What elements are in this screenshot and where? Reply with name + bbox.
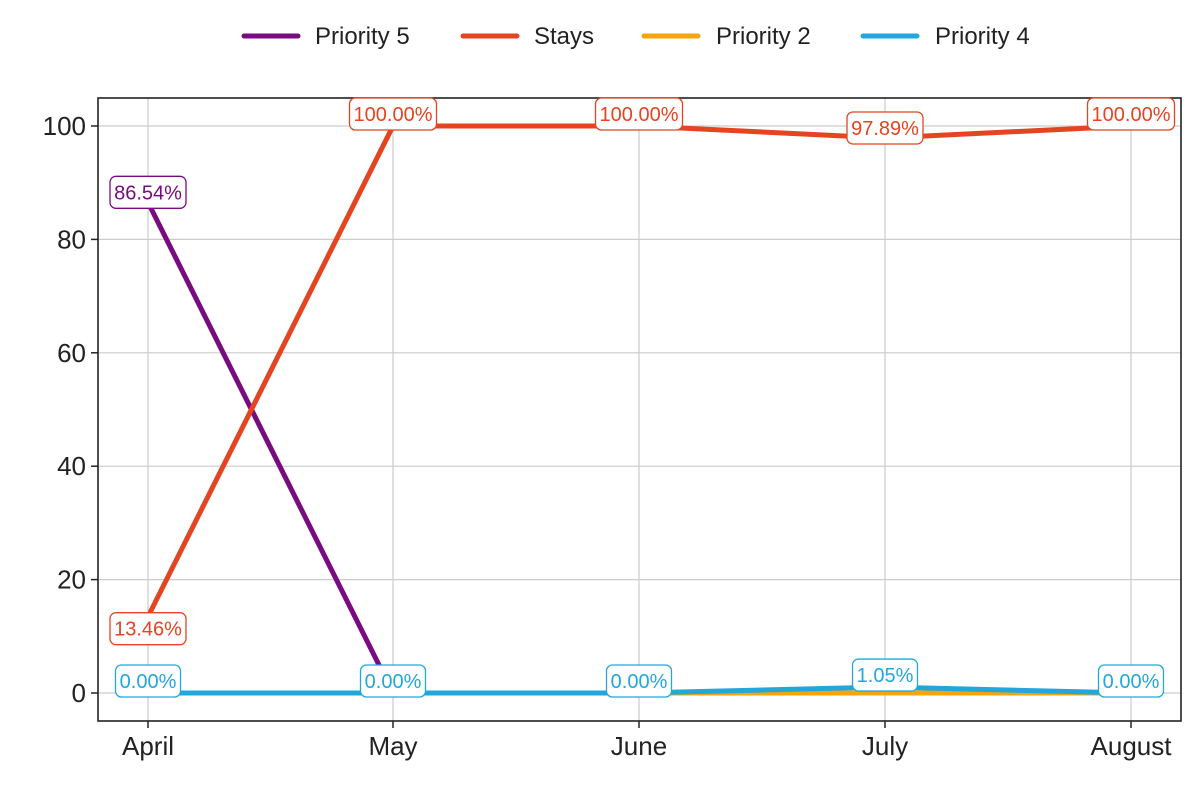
y-tick-label: 20 [57,565,86,595]
data-label-text: 0.00% [1103,671,1160,693]
x-tick-label: July [862,731,908,761]
data-label-box [1097,664,1165,698]
data-label-box [114,664,182,698]
data-label: 97.89% [846,111,924,145]
data-label-box [109,175,187,209]
data-label-box [109,612,187,646]
data-label-text: 100.00% [1092,104,1171,126]
data-label: 100.00% [594,97,684,131]
data-label-text: 0.00% [611,671,668,693]
data-label: 0.00% [1097,664,1165,698]
data-label-box [605,664,673,698]
data-label: 0.00% [359,664,427,698]
x-tick-label: June [611,731,667,761]
x-tick-label: April [122,731,174,761]
data-label: 0.00% [605,664,673,698]
data-labels: 86.54% 13.46% 100.00% 100.00% 97.89% 100.00% 0… [109,97,1176,698]
legend-item: Priority 2 [641,23,811,50]
y-tick-label: 40 [57,451,86,481]
legend-label: Priority 5 [315,23,410,50]
data-label-box [851,658,919,692]
data-label-box [1086,97,1176,131]
data-label-text: 97.89% [851,118,919,140]
data-label: 13.46% [109,612,187,646]
data-label: 86.54% [109,175,187,209]
x-tick-label: May [368,731,417,761]
y-tick-label: 100 [43,111,86,141]
data-label-text: 13.46% [114,619,182,641]
data-label-box [348,97,438,131]
legend-label: Priority 2 [716,23,811,50]
data-label-text: 100.00% [600,104,679,126]
data-label: 100.00% [348,97,438,131]
legend-item: Stays [460,23,594,50]
data-label: 1.05% [851,658,919,692]
data-label-box [594,97,684,131]
data-label-box [359,664,427,698]
x-axis: April May June July August [122,721,1172,761]
y-tick-label: 0 [72,678,86,708]
data-label: 0.00% [114,664,182,698]
data-label-text: 100.00% [354,104,433,126]
legend-label: Stays [534,23,594,50]
gridlines [98,98,1181,721]
y-tick-label: 80 [57,224,86,254]
data-label-text: 0.00% [365,671,422,693]
data-label-text: 0.00% [120,671,177,693]
data-label-box [846,111,924,145]
y-tick-label: 60 [57,338,86,368]
legend-item: Priority 4 [860,23,1030,50]
data-label-text: 1.05% [857,665,914,687]
y-axis: 0 20 40 60 80 100 [43,111,98,708]
x-tick-label: August [1091,731,1173,761]
data-label: 100.00% [1086,97,1176,131]
legend-item: Priority 5 [241,23,410,50]
legend-label: Priority 4 [935,23,1030,50]
data-label-text: 86.54% [114,182,182,204]
legend: Priority 5 Stays Priority 2 Priority 4 [241,23,1030,50]
